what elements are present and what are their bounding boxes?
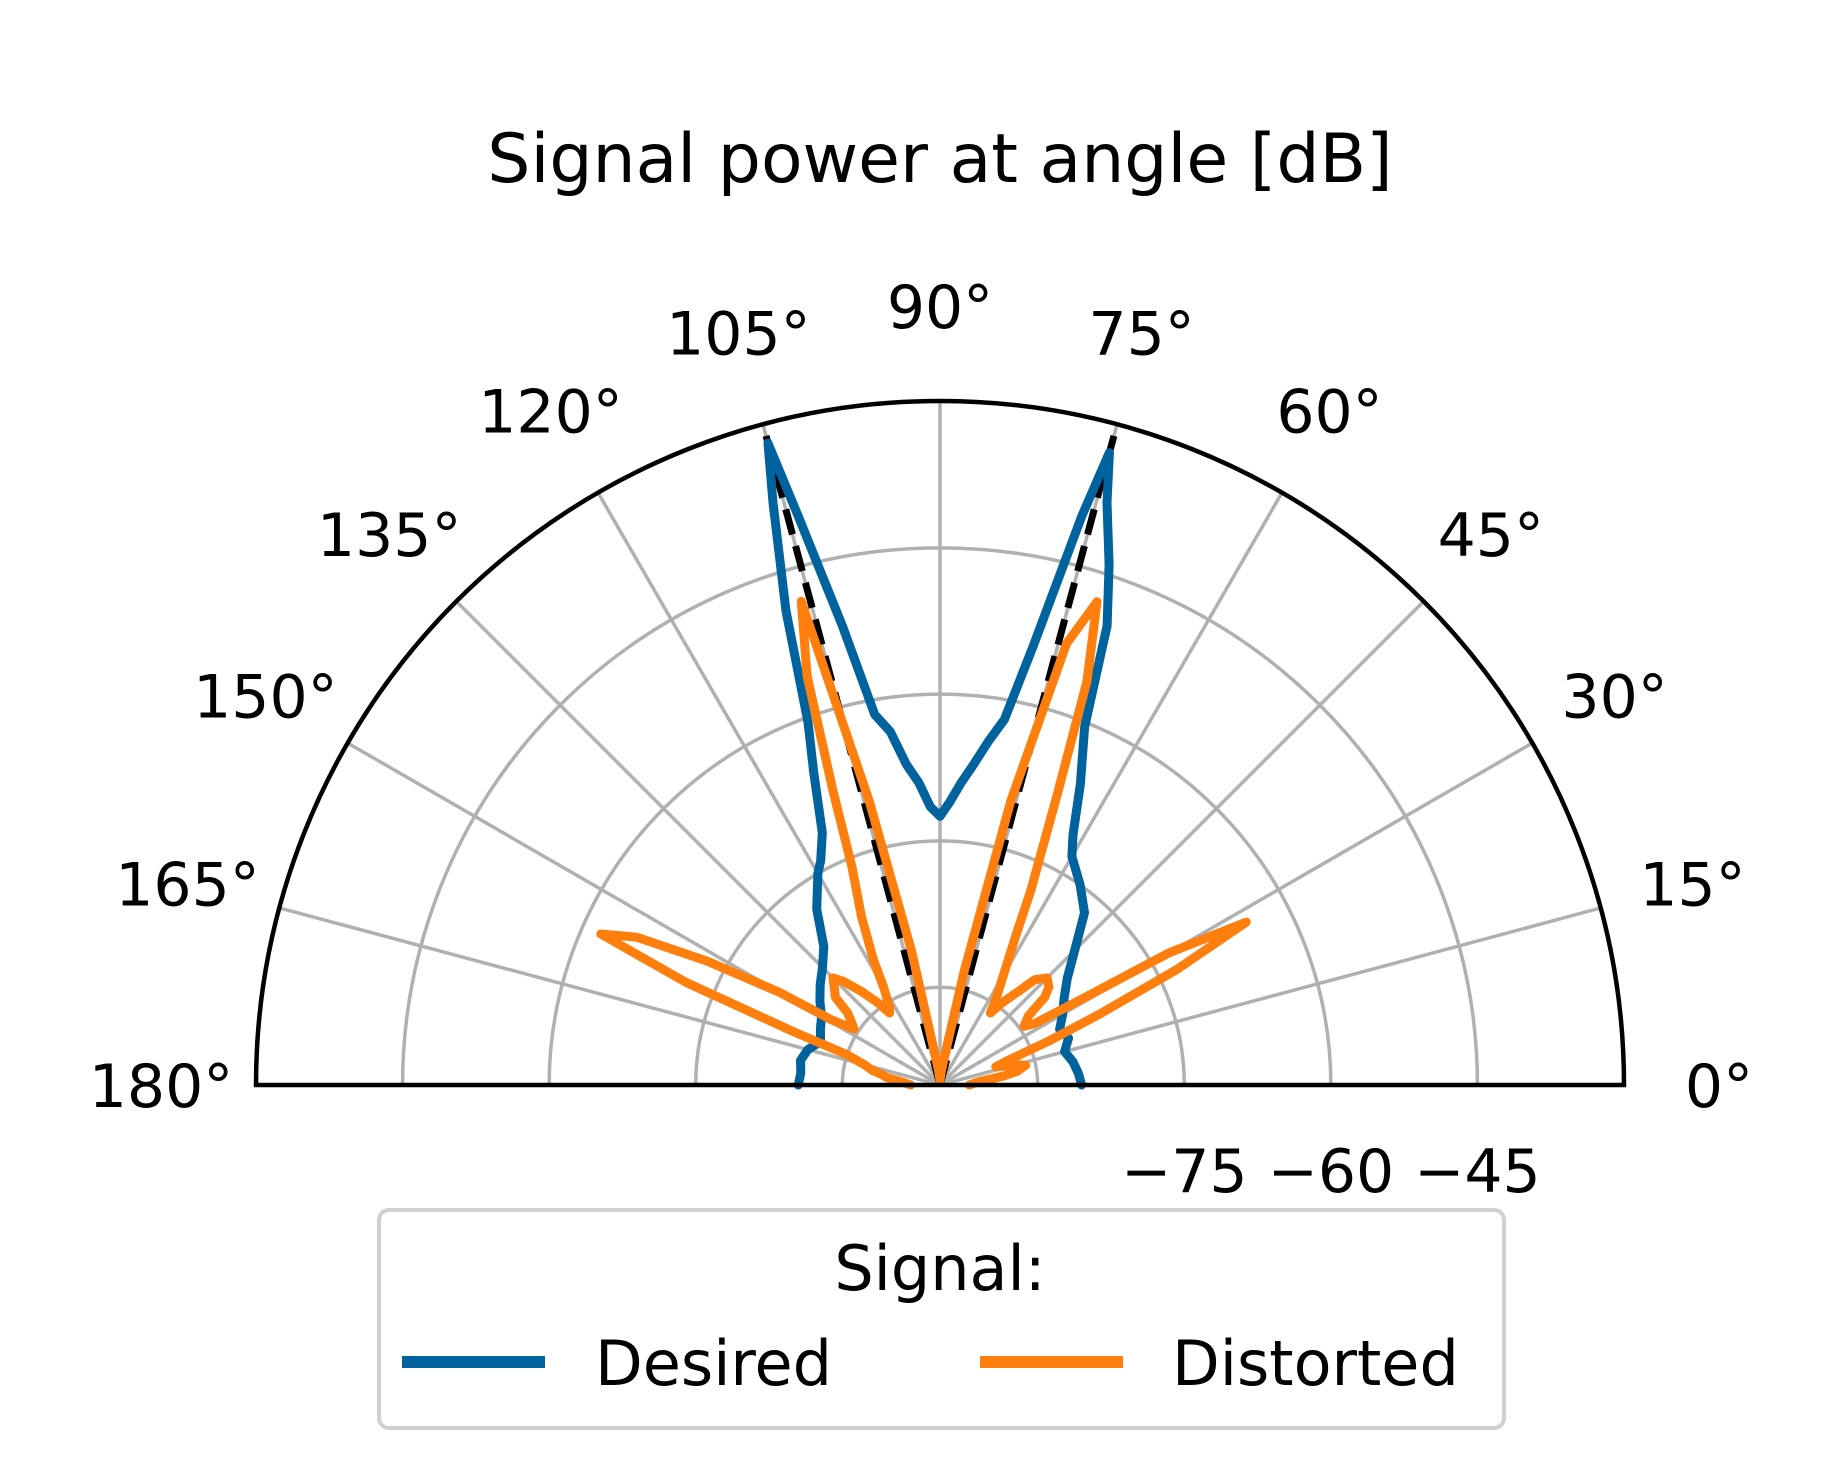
grid-spoke (939, 741, 1534, 1087)
angle-tick-label: 120° (478, 377, 623, 447)
series-line-desired (763, 438, 1114, 1090)
chart-title: Signal power at angle [dB] (487, 120, 1392, 199)
angle-tick-label: 75° (1088, 300, 1194, 370)
angle-tick-label: 165° (115, 850, 260, 920)
angle-tick-labels: 0° 15° 30° 45° 60° 75° 90° 105° 120°135° 150° 165°… (89, 273, 1753, 1122)
radial-tick-labels: −75 −60 −45 (1121, 1137, 1541, 1207)
angle-tick-label: 90° (887, 273, 993, 343)
legend-box (377, 1208, 1506, 1430)
radial-tick-label: −45 (1414, 1137, 1541, 1207)
angle-tick-label: 105° (666, 300, 811, 370)
polar-outline (253, 398, 1627, 1088)
grid-spoke (455, 600, 942, 1087)
angle-tick-label: 60° (1276, 377, 1382, 447)
angle-tick-label: 180° (89, 1052, 234, 1122)
legend-title: Signal: (834, 1232, 1045, 1305)
polar-grid (278, 401, 1602, 1087)
radial-tick-label: −60 (1268, 1137, 1395, 1207)
grid-spoke (938, 600, 1425, 1087)
data-series (596, 438, 1251, 1090)
grid-spoke (346, 741, 941, 1087)
angle-tick-label: 45° (1438, 501, 1544, 571)
grid-spoke (939, 906, 1602, 1087)
legend-distorted-label: Distorted (1172, 1327, 1459, 1400)
polar-frame (253, 398, 1627, 1088)
angle-tick-label: 30° (1561, 663, 1667, 733)
angle-tick-label: 15° (1639, 850, 1745, 920)
legend: Signal: Desired Distorted (377, 1208, 1506, 1430)
angle-tick-label: 150° (193, 663, 338, 733)
radial-tick-label: −75 (1121, 1137, 1248, 1207)
legend-desired-label: Desired (595, 1327, 832, 1400)
grid-spoke (278, 906, 941, 1087)
angle-tick-label: 0° (1685, 1052, 1753, 1122)
series-line-distorted (596, 596, 1251, 1090)
angle-tick-label: 135° (317, 501, 462, 571)
